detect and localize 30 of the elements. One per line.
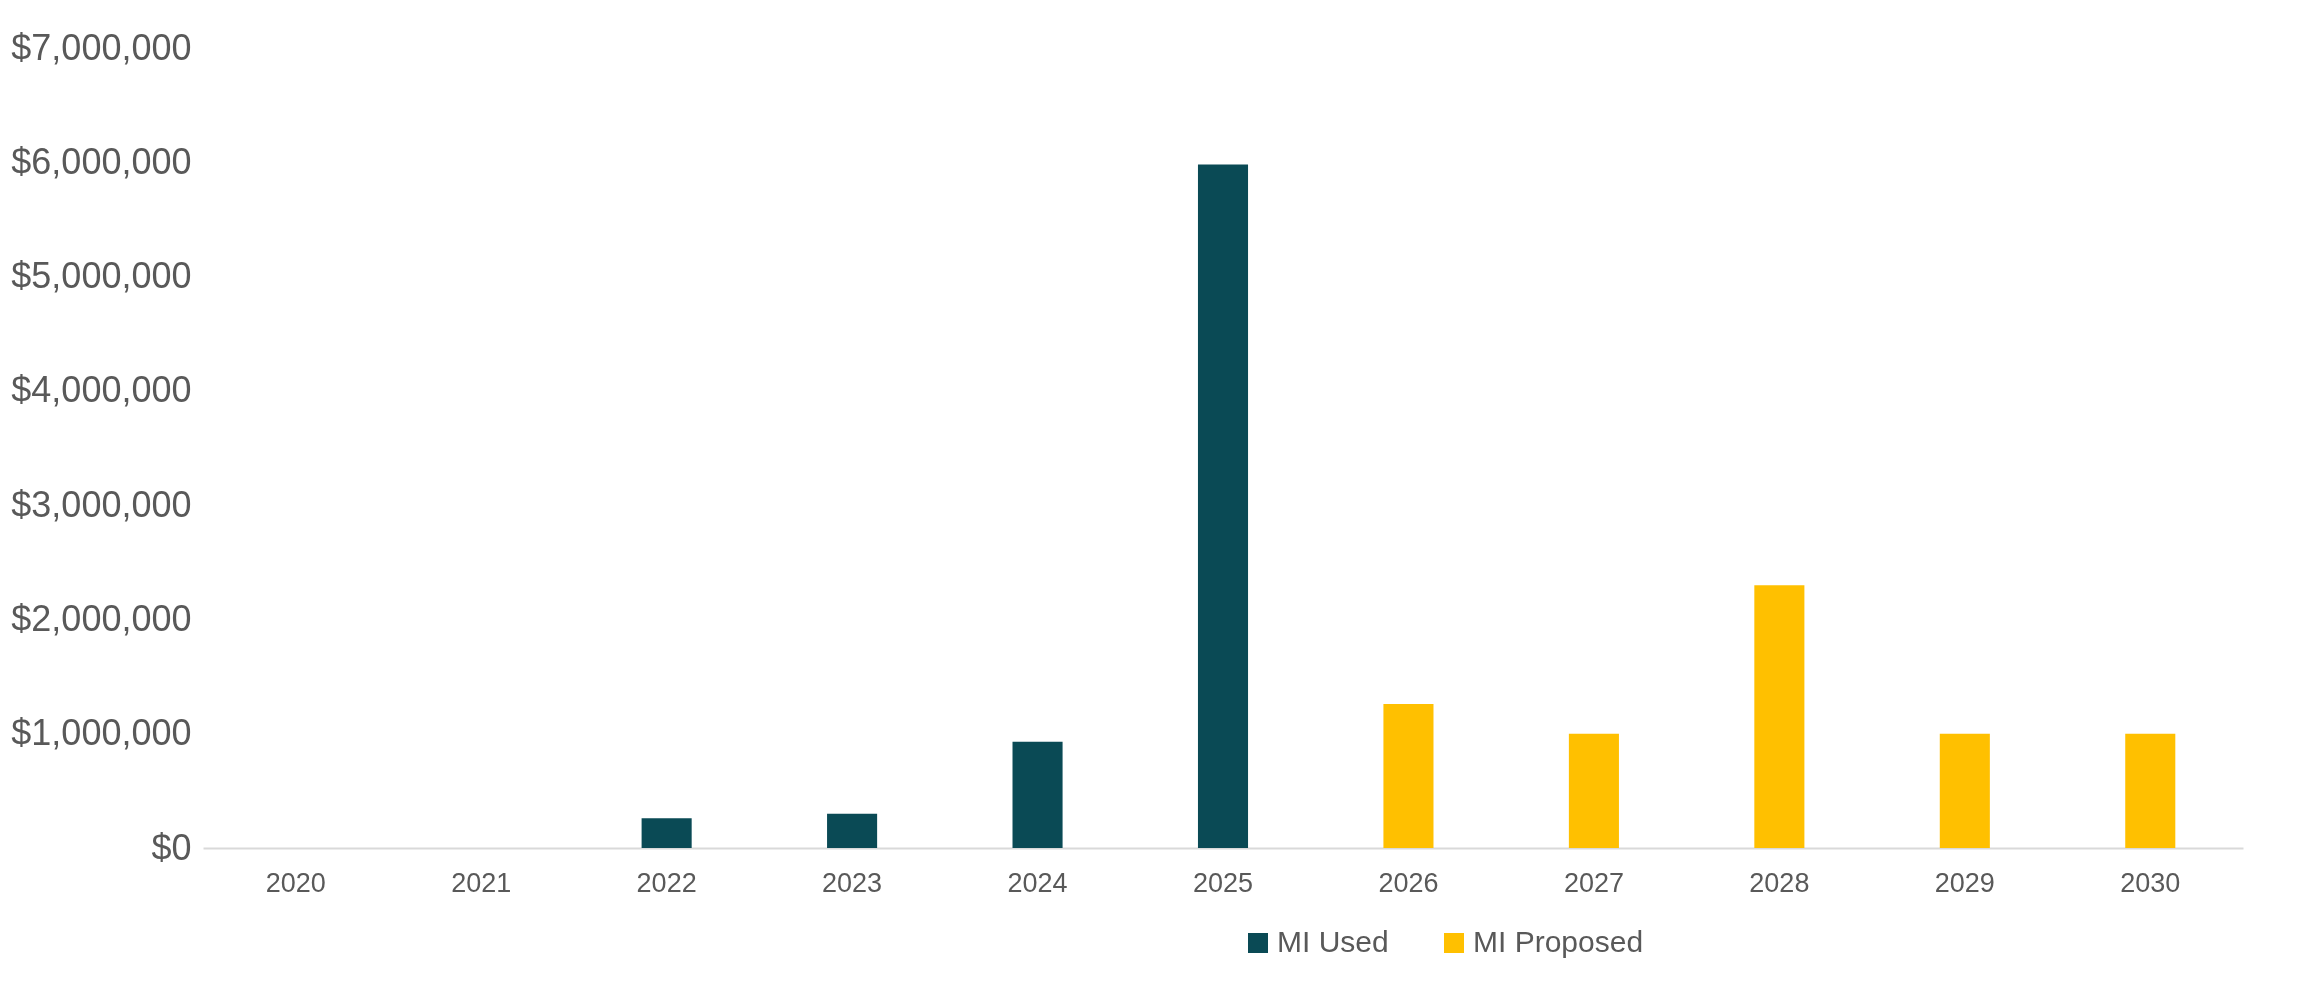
- bar: [641, 818, 692, 848]
- y-tick-label: $5,000,000: [11, 255, 192, 297]
- x-tick-label: 2029: [1934, 867, 1995, 898]
- y-tick-label: $1,000,000: [11, 712, 192, 754]
- bar: [1754, 585, 1805, 848]
- bar: [1383, 704, 1434, 848]
- x-tick-label: 2028: [1749, 867, 1810, 898]
- y-tick-label: $3,000,000: [11, 483, 192, 525]
- x-tick-label: 2021: [451, 867, 512, 898]
- bar: [1568, 733, 1619, 848]
- bar: [827, 813, 878, 848]
- x-tick-label: 2023: [822, 867, 883, 898]
- legend-label: MI Used: [1277, 925, 1389, 958]
- x-tick-label: 2026: [1378, 867, 1439, 898]
- x-tick-label: 2025: [1192, 867, 1254, 898]
- y-tick-label: $4,000,000: [11, 369, 192, 411]
- bar: [1012, 741, 1063, 848]
- x-tick-label: 2027: [1563, 867, 1624, 898]
- bar: [1939, 733, 1990, 848]
- x-tick-label: 2024: [1007, 867, 1068, 898]
- legend-label: MI Proposed: [1473, 925, 1644, 958]
- bar: [2125, 733, 2176, 848]
- x-tick-label: 2030: [2120, 867, 2181, 898]
- y-tick-label: $0: [151, 826, 192, 868]
- y-tick-label: $2,000,000: [11, 597, 192, 639]
- y-tick-label: $7,000,000: [11, 26, 192, 68]
- x-tick-label: 2022: [636, 867, 697, 898]
- bar: [1197, 164, 1249, 848]
- x-tick-label: 2020: [265, 867, 326, 898]
- y-tick-label: $6,000,000: [11, 140, 192, 182]
